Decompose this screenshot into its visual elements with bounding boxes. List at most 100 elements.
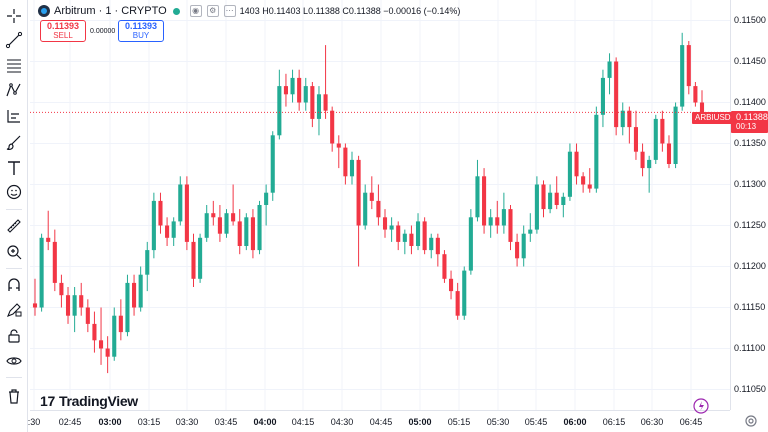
time-tick: 03:45 (214, 417, 238, 427)
text-icon[interactable] (2, 156, 26, 180)
candle-body (567, 151, 572, 197)
symbol-price-tag: ARBIUSD (692, 112, 734, 124)
candle-body (323, 94, 328, 111)
price-tick: 0.11150 (734, 301, 766, 312)
candle-body (125, 282, 130, 333)
price-tick: 0.11250 (734, 219, 766, 230)
candle-body (105, 348, 110, 357)
time-tick: 06:30 (640, 417, 664, 427)
candle-body (508, 209, 513, 242)
candle-body (277, 86, 282, 136)
candle-body (554, 192, 559, 205)
time-tick: 02:45 (58, 417, 82, 427)
candle-body (52, 241, 57, 283)
candle-body (488, 217, 493, 226)
candle-body (581, 176, 586, 185)
hide-icon[interactable]: ◉ (189, 5, 202, 17)
price-axis[interactable]: 0.11500 0.11450 0.11400 0.11350 0.11300 0.112… (730, 0, 768, 410)
time-tick: 03:30 (175, 417, 199, 427)
chart-pane[interactable] (30, 0, 730, 410)
pattern-icon[interactable] (2, 78, 26, 102)
candle-body (204, 213, 209, 238)
trash-icon[interactable] (2, 384, 26, 408)
candle-body (627, 110, 632, 128)
time-tick: :30 (27, 417, 41, 427)
candle-body (32, 303, 38, 308)
time-tick: 03:00 (98, 417, 122, 427)
market-status-icon (172, 7, 180, 15)
candle-body (65, 295, 71, 316)
price-tick: 0.11050 (734, 383, 766, 394)
time-axis[interactable]: :30 02:45 03:00 03:15 03:30 03:45 04:00 04:15 04… (27, 410, 730, 432)
candle-body (316, 94, 322, 119)
fib-retracement-icon[interactable] (2, 53, 26, 77)
candle-body (356, 159, 361, 226)
magnet-icon[interactable] (2, 273, 26, 297)
candle-body (382, 217, 388, 230)
candle-body (343, 147, 348, 177)
symbol-title[interactable]: Arbitrum · 1 · CRYPTO (54, 5, 167, 17)
left-toolbar (0, 0, 28, 432)
candlestick-chart (30, 0, 730, 410)
lock-icon[interactable] (2, 324, 26, 348)
candle-body (468, 217, 473, 271)
candle-body (620, 110, 625, 128)
price-tick: 0.11500 (734, 14, 766, 25)
candle-body (250, 217, 255, 251)
candle-body (151, 200, 156, 251)
candle-body (264, 192, 269, 205)
emoji-icon[interactable] (2, 180, 26, 204)
sell-button[interactable]: 0.11393 SELL (40, 20, 86, 42)
candle-body (198, 237, 203, 279)
price-tick: 0.11350 (734, 137, 766, 148)
candle-body (211, 213, 216, 218)
candle-body (462, 270, 467, 316)
current-price-label: 0.11388 (736, 112, 768, 122)
candle-body (521, 233, 526, 259)
lock-drawing-icon[interactable] (2, 298, 26, 322)
candle-body (165, 225, 170, 238)
zoom-in-icon[interactable] (2, 240, 26, 264)
candle-body (257, 205, 262, 251)
candle-body (336, 143, 341, 148)
candle-body (409, 233, 414, 246)
eye-icon[interactable] (2, 349, 26, 373)
candle-body (475, 176, 480, 218)
trend-line-icon[interactable] (2, 28, 26, 52)
candle-body (633, 127, 639, 152)
candle-body (231, 213, 236, 222)
candle-body (224, 213, 229, 234)
crosshair-icon[interactable] (2, 4, 26, 28)
candle-body (699, 102, 705, 113)
magic-icon[interactable] (693, 398, 709, 414)
candle-body (548, 192, 553, 210)
candle-body (283, 86, 288, 95)
ruler-icon[interactable] (2, 214, 26, 238)
candle-body (528, 229, 533, 234)
brush-icon[interactable] (2, 130, 26, 154)
candle-body (118, 315, 123, 333)
candle-body (297, 77, 302, 103)
ohlc-values: 1403 H0.11403 L0.11388 C0.11388 −0.00016… (239, 6, 461, 16)
candle-body (349, 159, 355, 177)
candle-body (290, 77, 295, 95)
candle-body (607, 61, 612, 78)
candle-body (515, 241, 520, 259)
gear-icon[interactable] (744, 414, 758, 428)
candle-body (310, 86, 315, 119)
candle-body (171, 221, 176, 238)
settings-small-icon[interactable]: ⚙ (206, 5, 219, 17)
tradingview-logo[interactable]: 17 TradingView (40, 393, 138, 409)
candle-body (98, 340, 104, 349)
more-icon[interactable]: ⋯ (223, 5, 236, 17)
time-tick: 04:45 (369, 417, 393, 427)
time-tick: 05:15 (447, 417, 471, 427)
candle-body (693, 86, 698, 103)
candle-body (435, 237, 440, 255)
candle-body (85, 307, 90, 324)
candle-body (666, 143, 672, 164)
candle-body (534, 184, 539, 230)
prediction-icon[interactable] (2, 104, 26, 128)
buy-button[interactable]: 0.11393 BUY (118, 20, 164, 42)
candle-body (389, 225, 394, 230)
